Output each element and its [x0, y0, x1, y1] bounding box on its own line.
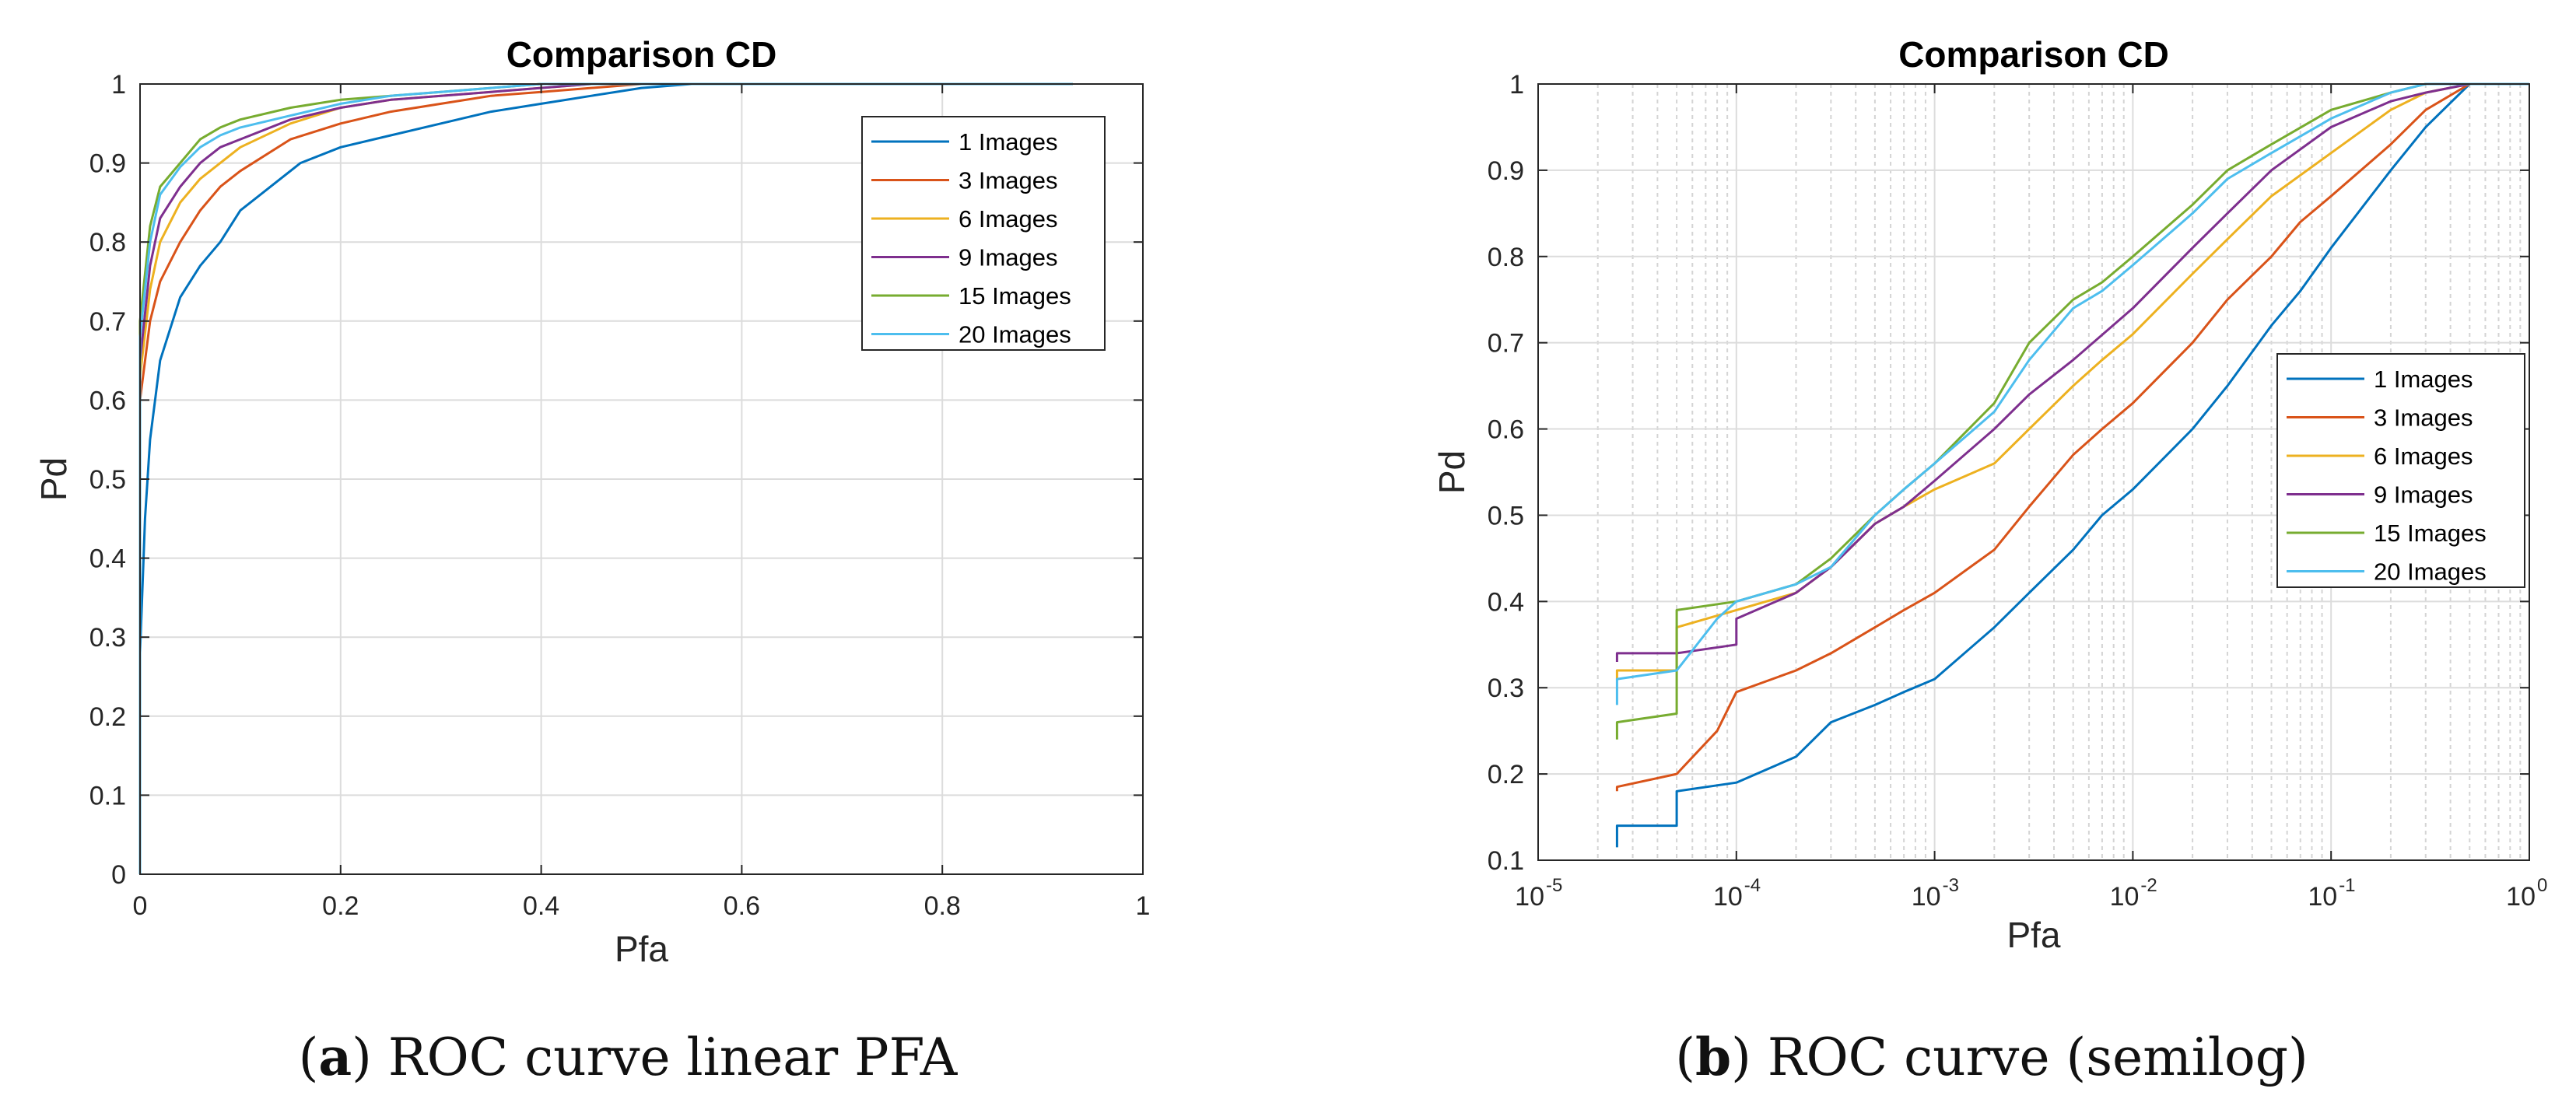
chart-b-legend: 1 Images 3 Images 6 Images 9 Images 15 Image…	[2276, 353, 2525, 588]
chart-b-legend-label-1: 1 Images	[2374, 366, 2473, 393]
chart-b-legend-label-5: 15 Images	[2374, 520, 2487, 547]
chart-b-y-tick-label: 0.4	[1488, 587, 1524, 617]
chart-b-legend-label-2: 3 Images	[2374, 404, 2473, 432]
chart-b-y-tick-label: 0.8	[1488, 243, 1524, 272]
chart-b-y-tick-label: 1	[1509, 70, 1524, 100]
chart-a-y-tick-label: 0.2	[89, 702, 126, 732]
chart-b-x-tick-label: 10	[1515, 882, 1544, 912]
chart-a-legend-label-4: 9 Images	[959, 244, 1058, 271]
chart-b-y-tick-label: 0.9	[1488, 156, 1524, 186]
chart-a-title: Comparison CD	[506, 34, 777, 75]
chart-b-x-tick-exponent: -5	[1546, 875, 1562, 896]
chart-b-series-6	[1615, 82, 2529, 705]
chart-b-y-tick-label: 0.6	[1488, 415, 1524, 445]
chart-b-y-tick-label: 0.2	[1488, 760, 1524, 789]
chart-a-y-tick-label: 0.5	[89, 465, 126, 495]
chart-a-legend: 1 Images 3 Images 6 Images 9 Images 15 Image…	[861, 116, 1106, 351]
chart-b-x-tick-exponent: -4	[1744, 875, 1761, 896]
chart-b-series-4	[1615, 82, 2529, 662]
caption-b-letter: b	[1695, 1027, 1732, 1087]
chart-b-y-tick-label: 0.1	[1488, 846, 1524, 876]
chart-b-y-tick-label: 0.7	[1488, 329, 1524, 359]
chart-a-x-tick-label: 0.8	[924, 891, 961, 921]
chart-b-x-tick-label: 10	[2308, 882, 2337, 912]
chart-a-y-tick-label: 0.7	[89, 307, 126, 337]
chart-a-legend-label-6: 20 Images	[959, 321, 1071, 348]
chart-a-ylabel: Pd	[33, 457, 74, 501]
chart-b-x-tick-exponent: -1	[2339, 875, 2355, 896]
chart-a-y-tick-label: 0.4	[89, 544, 126, 574]
chart-a-y-tick-label: 0.1	[89, 781, 126, 810]
chart-b: 10 -5 10 -4 10 -3 10 -2 10 -1 10 00.10.20.30.40.50.…	[1432, 34, 2547, 955]
chart-a-x-tick-label: 0	[133, 891, 148, 921]
chart-b-xlabel: Pfa	[2006, 915, 2060, 955]
chart-a-y-tick-label: 0.9	[89, 149, 126, 179]
chart-b-title: Comparison CD	[1898, 34, 2169, 75]
chart-b-y-tick-label: 0.5	[1488, 501, 1524, 530]
chart-b-x-tick-label: 10	[1713, 882, 1743, 912]
chart-a-legend-box	[861, 116, 1106, 351]
chart-b-series-1	[1615, 82, 2529, 848]
chart-a-y-tick-label: 0.6	[89, 386, 126, 415]
chart-a-legend-label-1: 1 Images	[959, 128, 1058, 156]
chart-b-series-3	[1615, 82, 2529, 680]
chart-b-axes-box	[1537, 83, 2530, 861]
chart-a-series-2	[138, 82, 1073, 874]
chart-a-x-tick-label: 0.4	[523, 891, 559, 921]
caption-a-letter: a	[318, 1027, 352, 1087]
chart-a-series-4	[138, 82, 1073, 874]
chart-b-series-5	[1615, 82, 2529, 740]
chart-a-series-6	[138, 82, 1073, 874]
chart-a-legend-label-2: 3 Images	[959, 167, 1058, 194]
chart-a-y-tick-label: 1	[111, 70, 126, 100]
chart-b-legend-label-6: 20 Images	[2374, 558, 2487, 586]
chart-a-series-1	[138, 82, 1073, 874]
caption-a: (a) ROC curve linear PFA	[278, 1027, 978, 1087]
chart-b-y-tick-label: 0.3	[1488, 674, 1524, 703]
chart-b-x-tick-label: 10	[1912, 882, 1941, 912]
chart-b-x-tick-label: 10	[2506, 882, 2536, 912]
chart-a-y-tick-label: 0.3	[89, 623, 126, 653]
chart-b-x-tick-exponent: -3	[1943, 875, 1959, 896]
caption-a-text: ) ROC curve linear PFA	[352, 1027, 958, 1087]
chart-b-series-2	[1615, 82, 2529, 792]
chart-a-x-tick-label: 0.2	[322, 891, 359, 921]
caption-b: (b) ROC curve (semilog)	[1642, 1027, 2342, 1087]
chart-b-legend-box	[2276, 353, 2525, 588]
chart-a-legend-label-3: 6 Images	[959, 205, 1058, 233]
chart-b-x-tick-label: 10	[2110, 882, 2140, 912]
chart-a-y-tick-label: 0.8	[89, 228, 126, 257]
chart-a-legend-label-5: 15 Images	[959, 282, 1071, 310]
chart-b-x-tick-exponent: -2	[2140, 875, 2157, 896]
chart-b-legend-label-4: 9 Images	[2374, 481, 2473, 509]
chart-a-x-tick-label: 1	[1136, 891, 1151, 921]
chart-a-xlabel: Pfa	[615, 929, 668, 969]
chart-a-x-tick-label: 0.6	[724, 891, 760, 921]
chart-b-legend-label-3: 6 Images	[2374, 443, 2473, 470]
chart-a: 0 0.2 0.4 0.6 0.8 1 0 0.1 0.2 0.3 0.4 0.5 0.6 0.7 0.8 0…	[33, 34, 1150, 969]
chart-a-y-tick-label: 0	[111, 860, 126, 890]
caption-b-text: ) ROC curve (semilog)	[1731, 1027, 2308, 1087]
caption-a-open: (	[298, 1027, 319, 1087]
caption-b-open: (	[1675, 1027, 1695, 1087]
chart-b-x-tick-exponent: 0	[2537, 875, 2547, 896]
chart-b-ylabel: Pd	[1432, 450, 1472, 494]
